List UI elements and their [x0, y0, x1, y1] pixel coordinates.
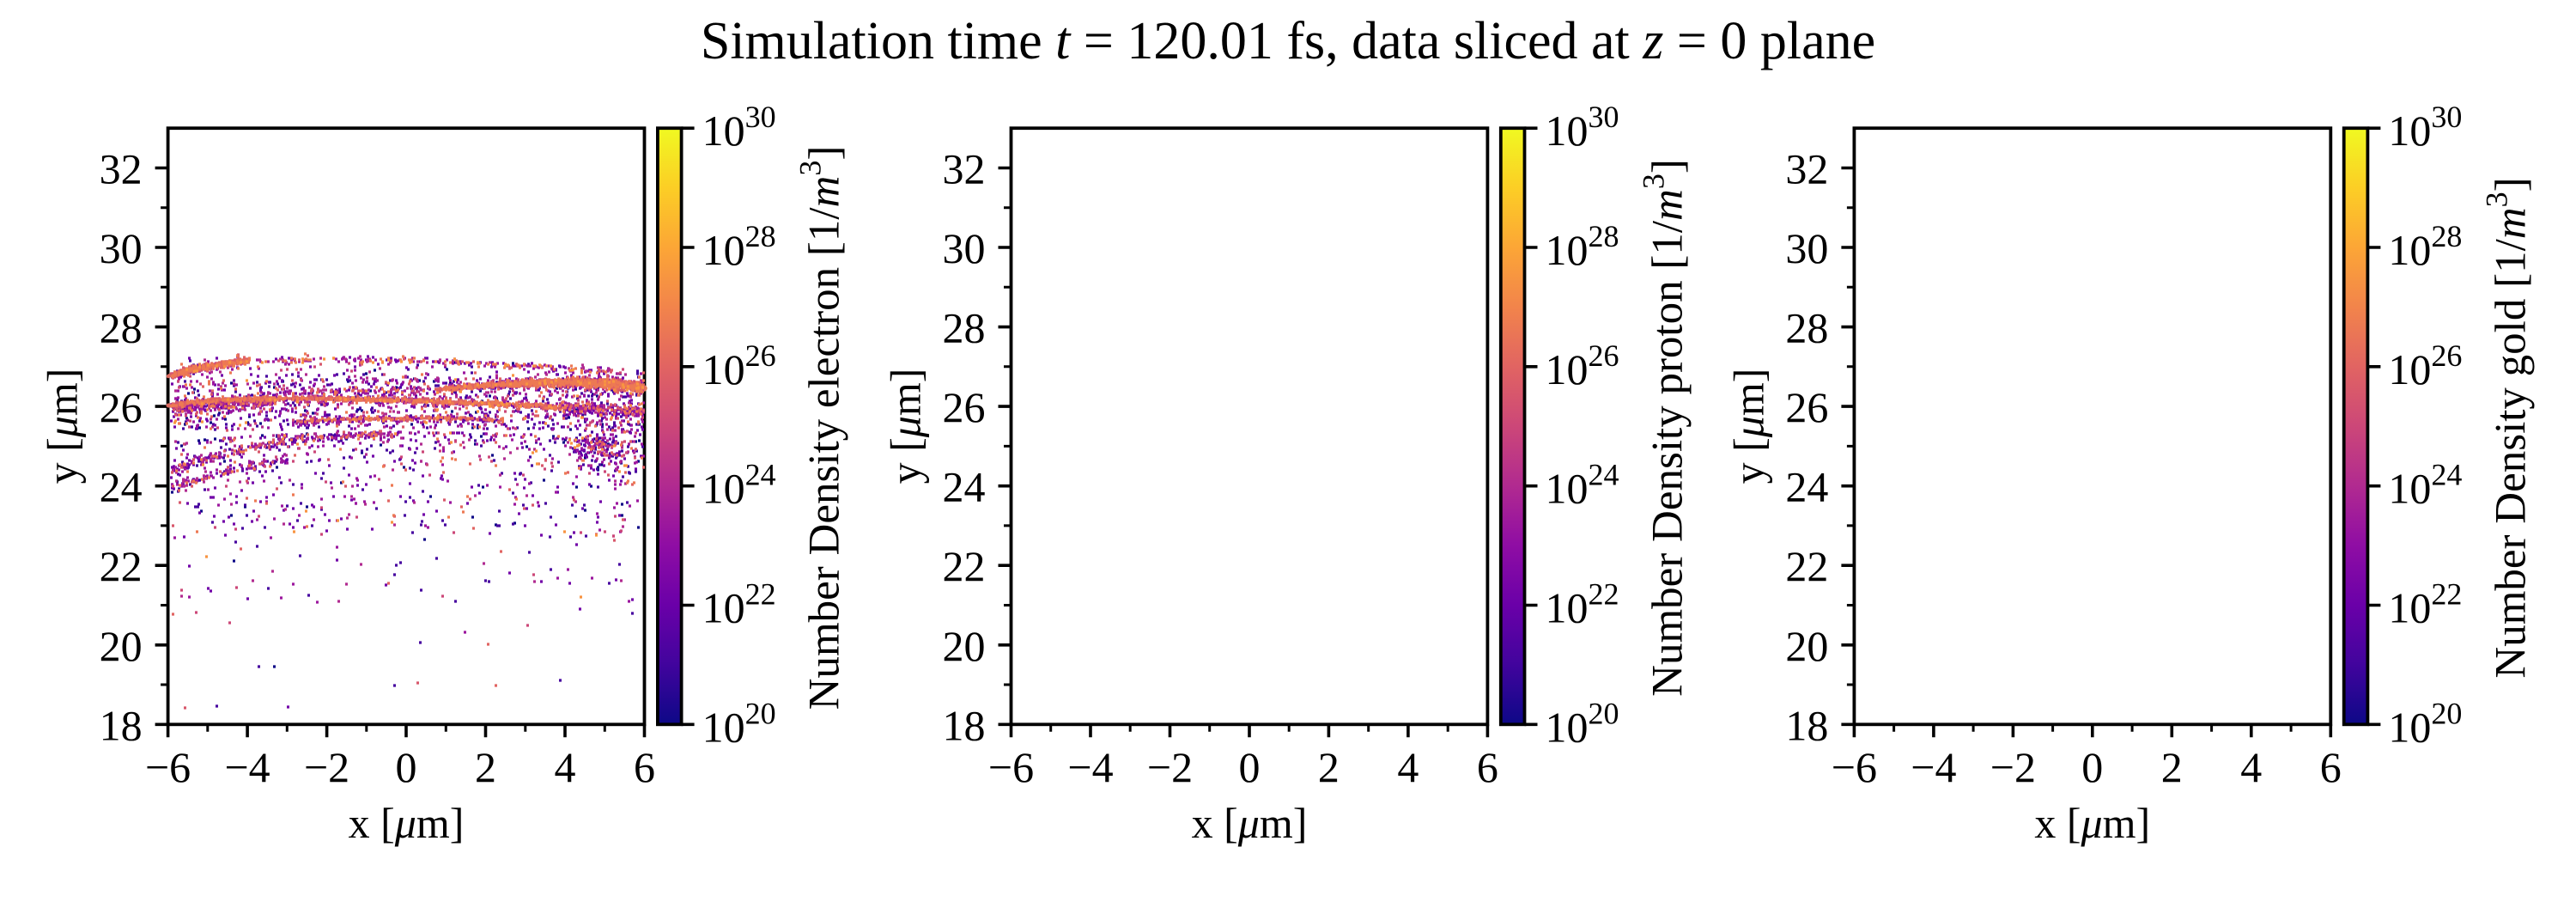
- svg-text:−6: −6: [988, 743, 1034, 791]
- svg-text:20: 20: [1785, 622, 1828, 670]
- svg-text:2: 2: [1318, 743, 1340, 791]
- svg-text:Number Density electron [1/m3]: Number Density electron [1/m3]: [793, 146, 849, 710]
- svg-text:18: 18: [1785, 701, 1828, 749]
- svg-text:1024: 1024: [702, 458, 776, 513]
- svg-text:1026: 1026: [1546, 338, 1619, 393]
- svg-text:28: 28: [100, 304, 143, 352]
- svg-text:20: 20: [943, 622, 986, 670]
- svg-text:1026: 1026: [2388, 338, 2462, 393]
- svg-text:18: 18: [100, 701, 143, 749]
- svg-text:1022: 1022: [2388, 577, 2462, 632]
- svg-text:24: 24: [1785, 463, 1828, 511]
- svg-text:6: 6: [2320, 743, 2342, 791]
- svg-text:−4: −4: [1911, 743, 1956, 791]
- svg-text:x [μm]: x [μm]: [2034, 799, 2150, 847]
- svg-text:32: 32: [100, 145, 143, 193]
- svg-text:20: 20: [100, 622, 143, 670]
- svg-text:30: 30: [100, 224, 143, 272]
- svg-text:Simulation time t = 120.01 fs,: Simulation time t = 120.01 fs, data slic…: [701, 12, 1875, 70]
- svg-text:−2: −2: [1147, 743, 1193, 791]
- svg-text:Number Density gold [1/m3]: Number Density gold [1/m3]: [2479, 177, 2535, 678]
- svg-text:−6: −6: [145, 743, 191, 791]
- svg-text:2: 2: [475, 743, 496, 791]
- svg-text:y [μm]: y [μm]: [1724, 369, 1772, 485]
- svg-text:30: 30: [943, 224, 986, 272]
- svg-text:y [μm]: y [μm]: [882, 369, 930, 485]
- svg-text:x [μm]: x [μm]: [349, 799, 465, 847]
- svg-text:32: 32: [943, 145, 986, 193]
- svg-text:−4: −4: [1067, 743, 1113, 791]
- svg-text:26: 26: [1785, 383, 1828, 431]
- svg-text:0: 0: [2081, 743, 2103, 791]
- svg-text:30: 30: [1785, 224, 1828, 272]
- svg-text:1024: 1024: [2388, 458, 2462, 513]
- svg-text:0: 0: [1239, 743, 1261, 791]
- svg-text:32: 32: [1785, 145, 1828, 193]
- svg-text:4: 4: [555, 743, 576, 791]
- svg-text:6: 6: [1477, 743, 1498, 791]
- svg-text:26: 26: [943, 383, 986, 431]
- svg-text:24: 24: [100, 463, 143, 511]
- svg-text:1020: 1020: [702, 696, 776, 751]
- svg-text:−2: −2: [1990, 743, 2036, 791]
- svg-text:28: 28: [943, 304, 986, 352]
- svg-text:26: 26: [100, 383, 143, 431]
- svg-text:−4: −4: [224, 743, 270, 791]
- svg-text:−2: −2: [304, 743, 349, 791]
- svg-text:−6: −6: [1832, 743, 1877, 791]
- svg-text:22: 22: [1785, 542, 1828, 590]
- svg-text:2: 2: [2161, 743, 2183, 791]
- svg-text:22: 22: [100, 542, 143, 590]
- svg-text:0: 0: [396, 743, 417, 791]
- svg-text:x [μm]: x [μm]: [1192, 799, 1308, 847]
- svg-text:4: 4: [2240, 743, 2262, 791]
- svg-text:22: 22: [943, 542, 986, 590]
- svg-text:6: 6: [634, 743, 655, 791]
- svg-text:Number Density proton [1/m3]: Number Density proton [1/m3]: [1637, 159, 1692, 697]
- svg-text:y [μm]: y [μm]: [39, 369, 87, 485]
- svg-text:28: 28: [1785, 304, 1828, 352]
- svg-text:4: 4: [1397, 743, 1419, 791]
- svg-text:24: 24: [943, 463, 986, 511]
- svg-text:18: 18: [943, 701, 986, 749]
